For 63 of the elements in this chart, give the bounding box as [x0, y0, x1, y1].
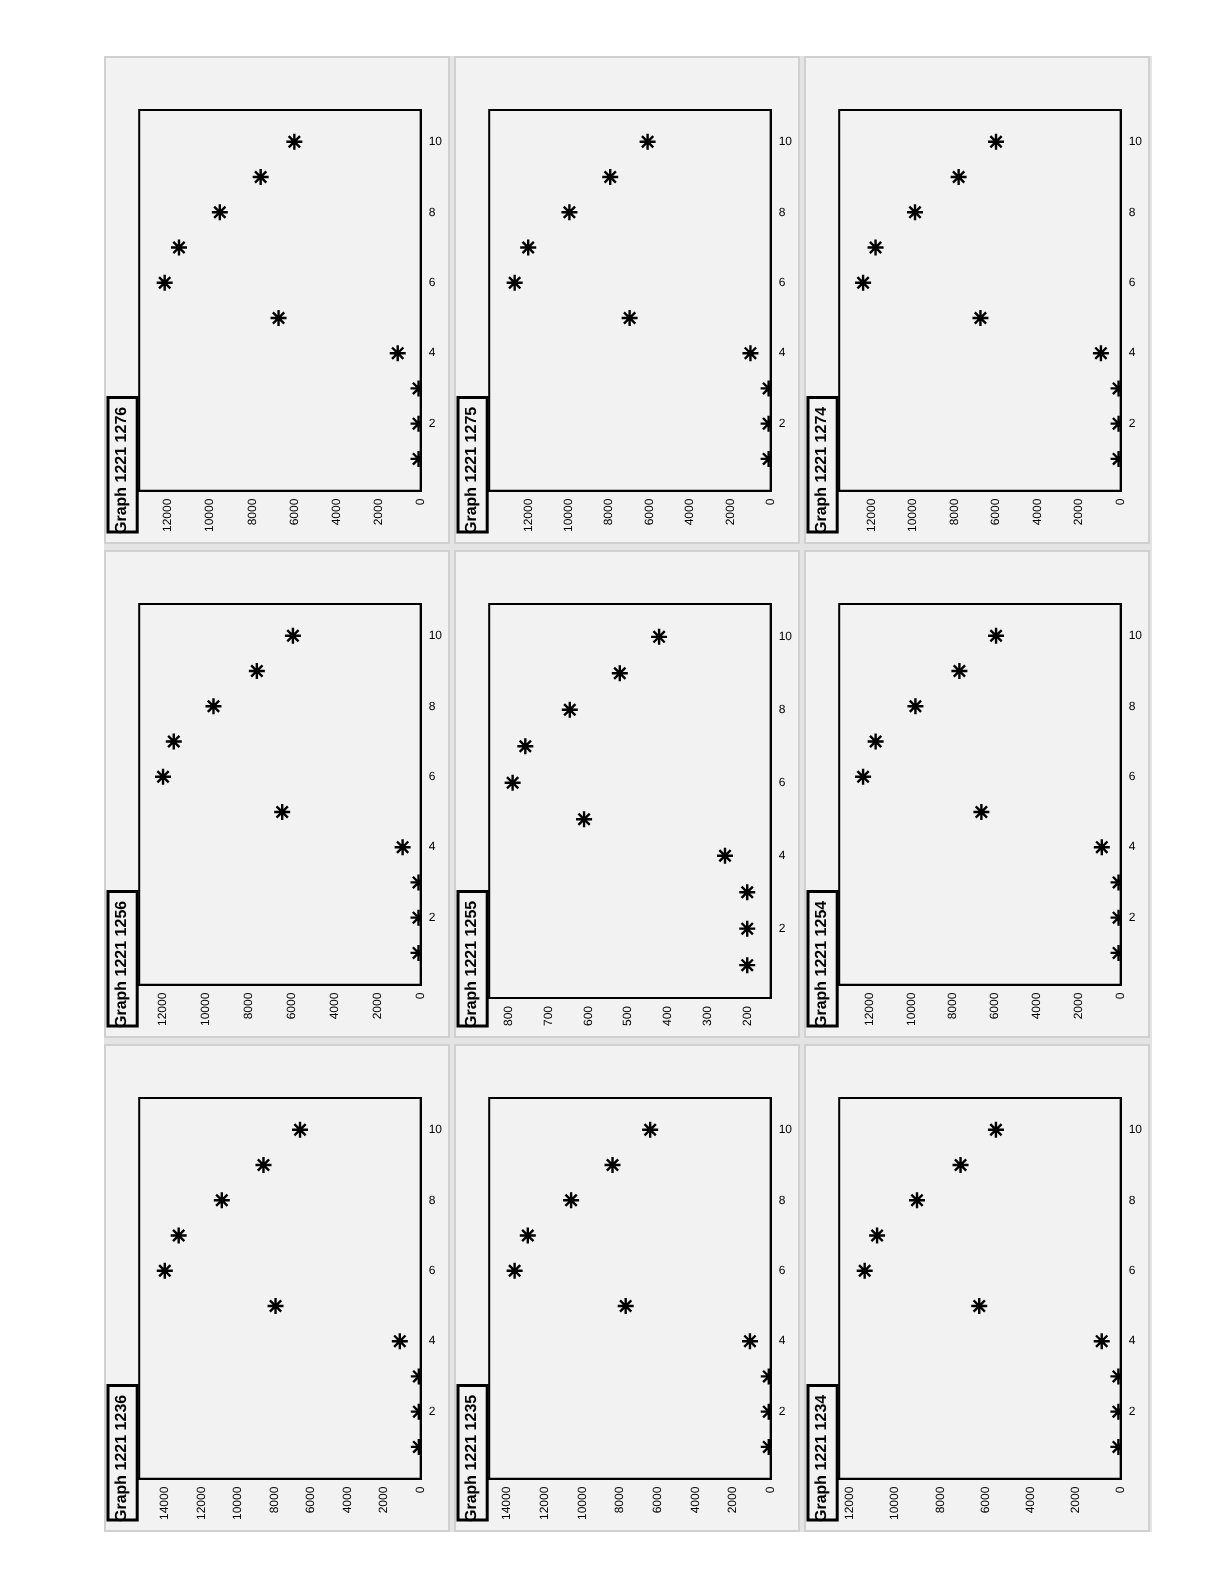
point: [972, 802, 991, 822]
point: [266, 1296, 285, 1316]
point: [269, 308, 288, 328]
point: [853, 273, 873, 292]
point: [169, 1226, 188, 1245]
point: [738, 882, 757, 902]
point: [907, 1191, 927, 1210]
point: [285, 132, 304, 151]
point: [741, 343, 760, 363]
point: [906, 697, 925, 716]
point: [986, 1120, 1006, 1139]
point: [738, 955, 757, 975]
point: [620, 308, 639, 328]
point: [950, 661, 969, 681]
point: [616, 1296, 635, 1316]
point: [867, 1226, 887, 1245]
point: [986, 626, 1006, 645]
point: [855, 1261, 874, 1280]
point: [169, 238, 189, 257]
point: [715, 846, 735, 865]
point: [518, 238, 538, 257]
point: [247, 661, 267, 681]
point: [1092, 1331, 1111, 1351]
point: [283, 626, 303, 645]
point: [603, 1155, 622, 1175]
point: [574, 810, 594, 829]
point: [640, 1120, 660, 1139]
point: [986, 132, 1006, 151]
point: [272, 802, 292, 822]
point: [649, 627, 669, 647]
point: [155, 1261, 174, 1280]
point: [853, 767, 873, 786]
point: [164, 732, 183, 751]
point: [388, 343, 407, 363]
point: [738, 919, 757, 938]
point: [204, 697, 223, 716]
point: [155, 273, 174, 292]
point: [866, 732, 885, 751]
point: [505, 1261, 524, 1280]
point: [251, 167, 270, 187]
point: [290, 1120, 310, 1139]
point: [153, 767, 173, 786]
point: [505, 273, 524, 292]
point: [866, 238, 885, 257]
point: [210, 203, 230, 222]
point: [561, 1191, 581, 1210]
point: [212, 1191, 232, 1210]
point: [516, 737, 535, 756]
point: [951, 1155, 970, 1175]
point: [601, 167, 620, 187]
point: [518, 1226, 537, 1245]
point: [1091, 343, 1111, 363]
point: [503, 773, 522, 792]
point: [638, 132, 657, 151]
point: [949, 167, 968, 187]
point: [970, 1296, 989, 1316]
point: [560, 203, 579, 222]
point: [905, 203, 925, 222]
point: [560, 700, 579, 719]
point: [971, 308, 990, 328]
point: [254, 1155, 273, 1175]
point: [610, 664, 629, 683]
point: [393, 837, 412, 857]
